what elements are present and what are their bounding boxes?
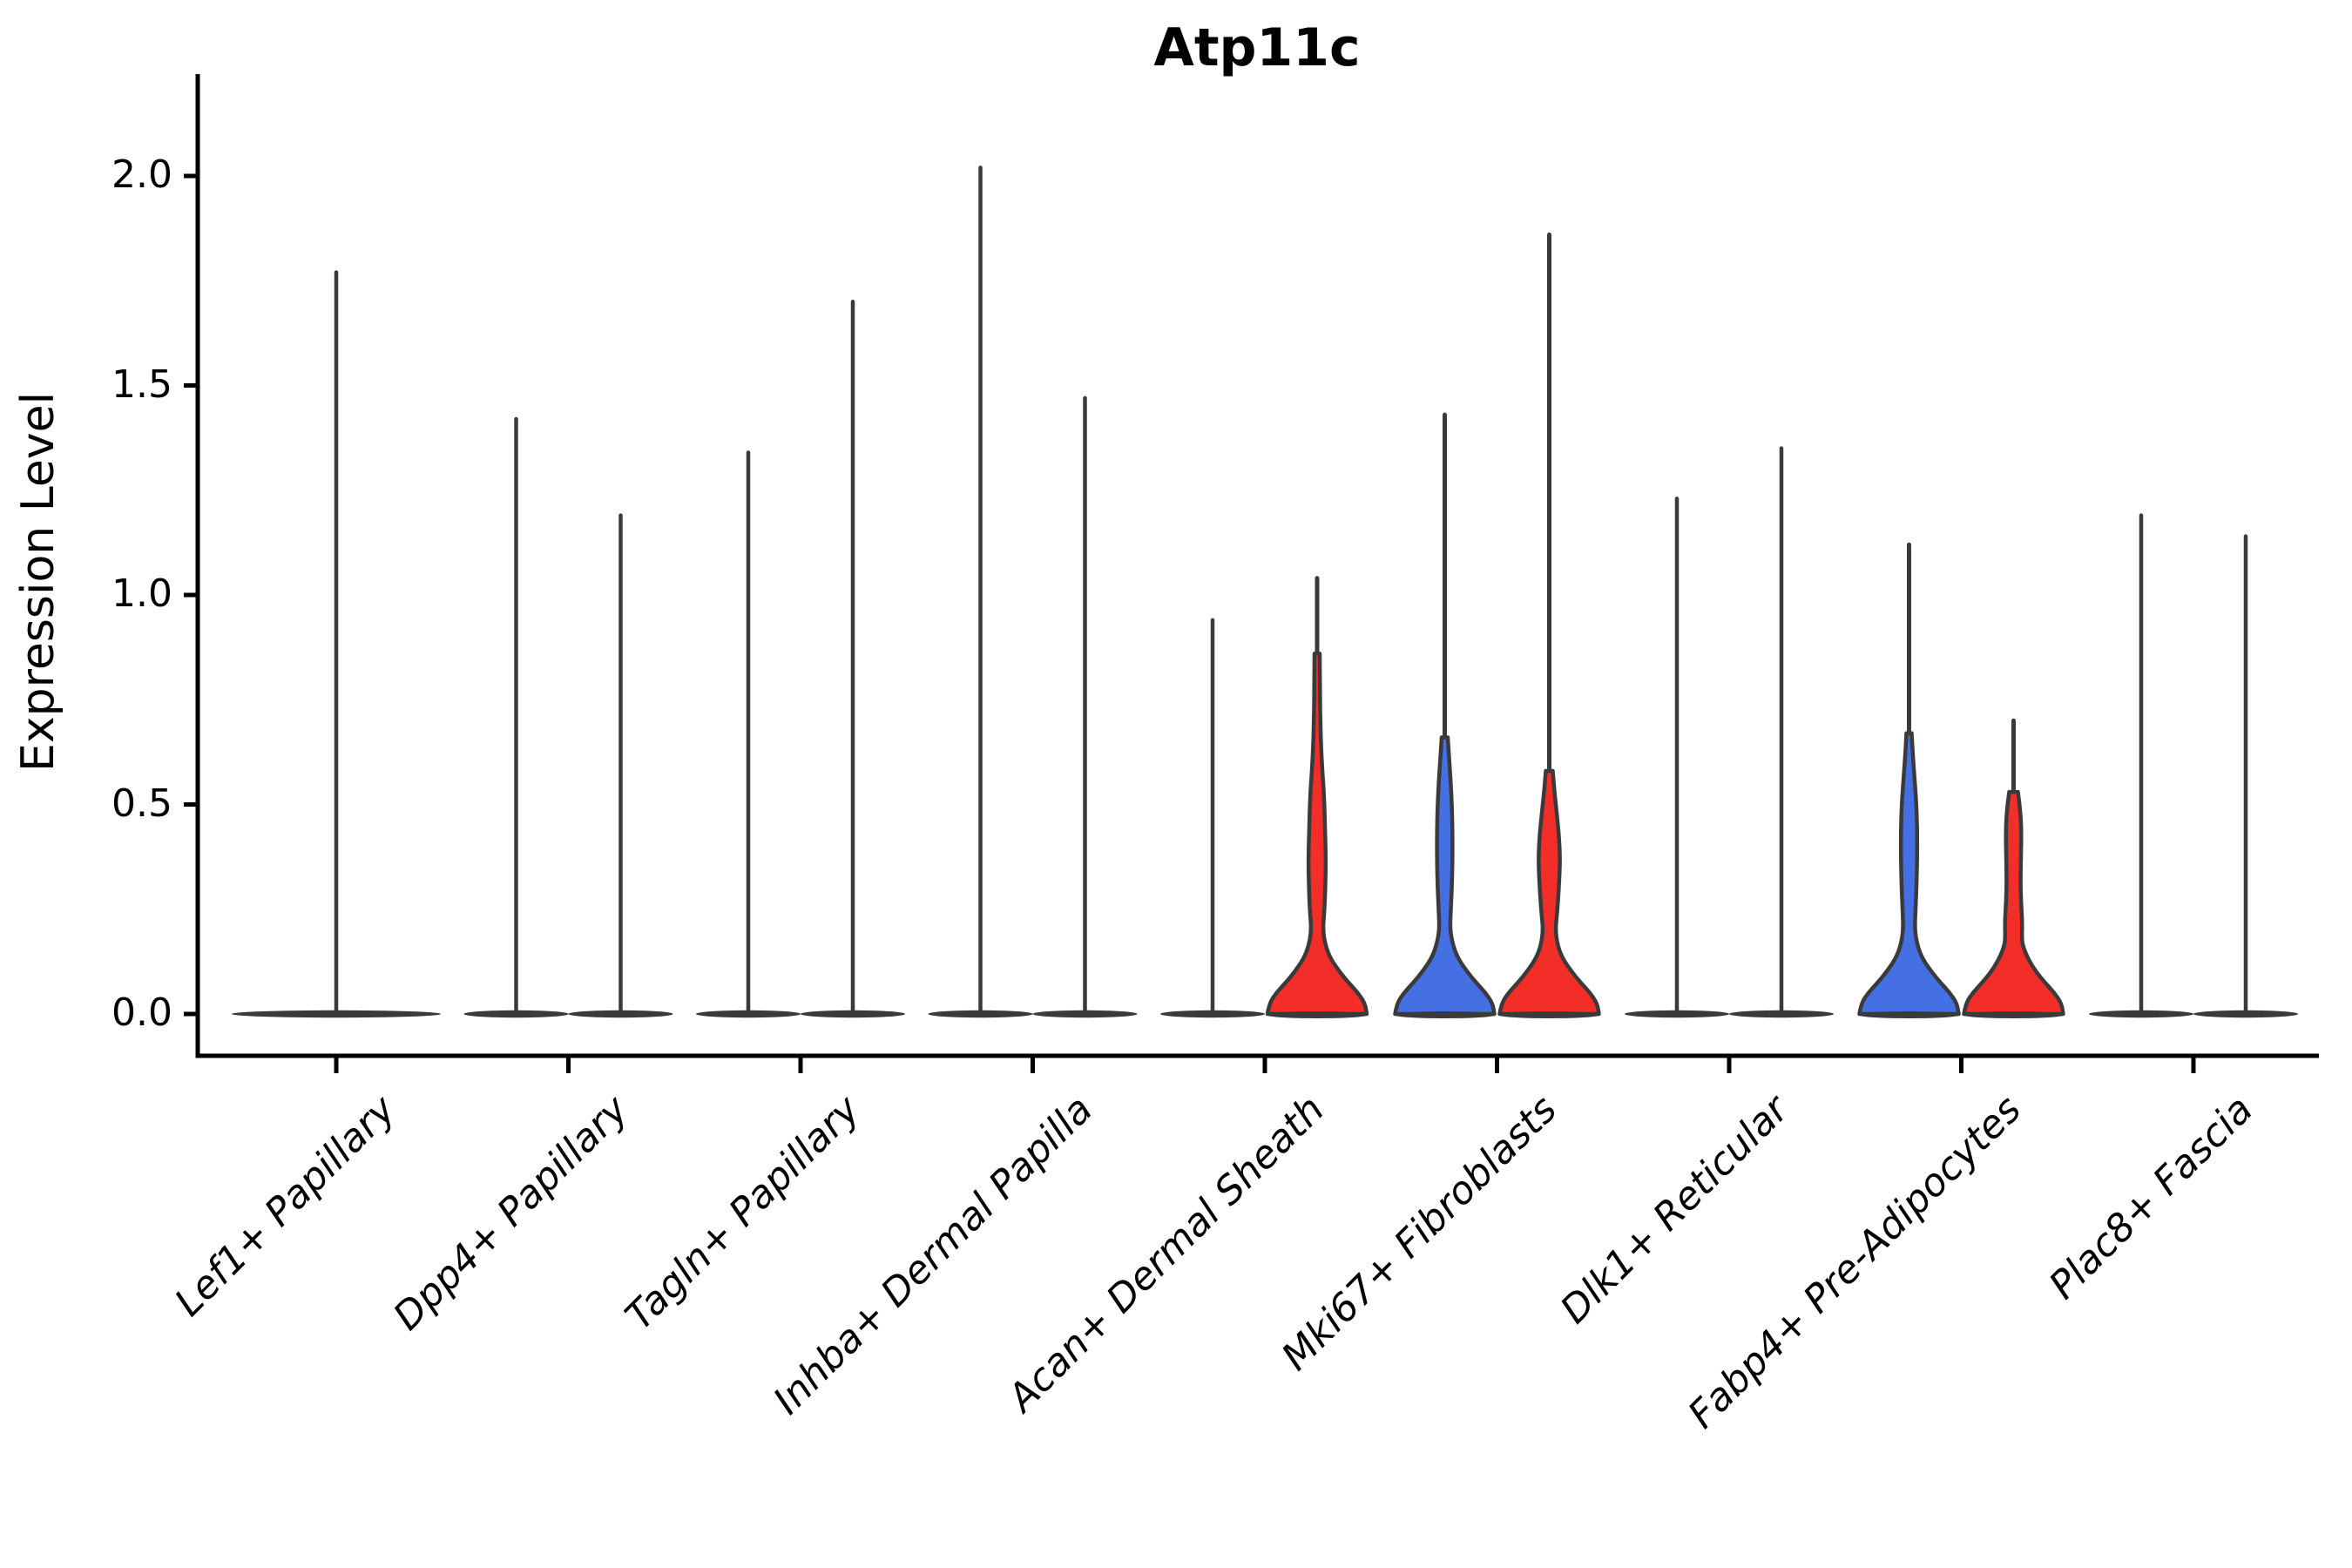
- violin-base-5: [1393, 1011, 1497, 1018]
- chart-title: Atp11c: [1153, 17, 1361, 78]
- y-tick-label-1.0: 1.0: [112, 571, 172, 616]
- y-tick-label-0.0: 0.0: [112, 990, 172, 1035]
- y-tick-label-0.5: 0.5: [112, 781, 172, 826]
- y-tick-label-2.0: 2.0: [112, 152, 172, 197]
- violin-body-7-red: [1962, 789, 2065, 1017]
- violin-body-4-red: [1265, 652, 1369, 1017]
- violin-body-5-blue: [1393, 735, 1497, 1017]
- violin-base-4: [1266, 1011, 1369, 1018]
- violin-body-5-red: [1497, 768, 1601, 1017]
- violin-body-7-blue: [1857, 731, 1961, 1017]
- violin-base-7: [1962, 1011, 2065, 1018]
- violin-base-5: [1497, 1011, 1601, 1018]
- violin-base-7: [1857, 1011, 1961, 1018]
- y-tick-label-1.5: 1.5: [112, 362, 172, 407]
